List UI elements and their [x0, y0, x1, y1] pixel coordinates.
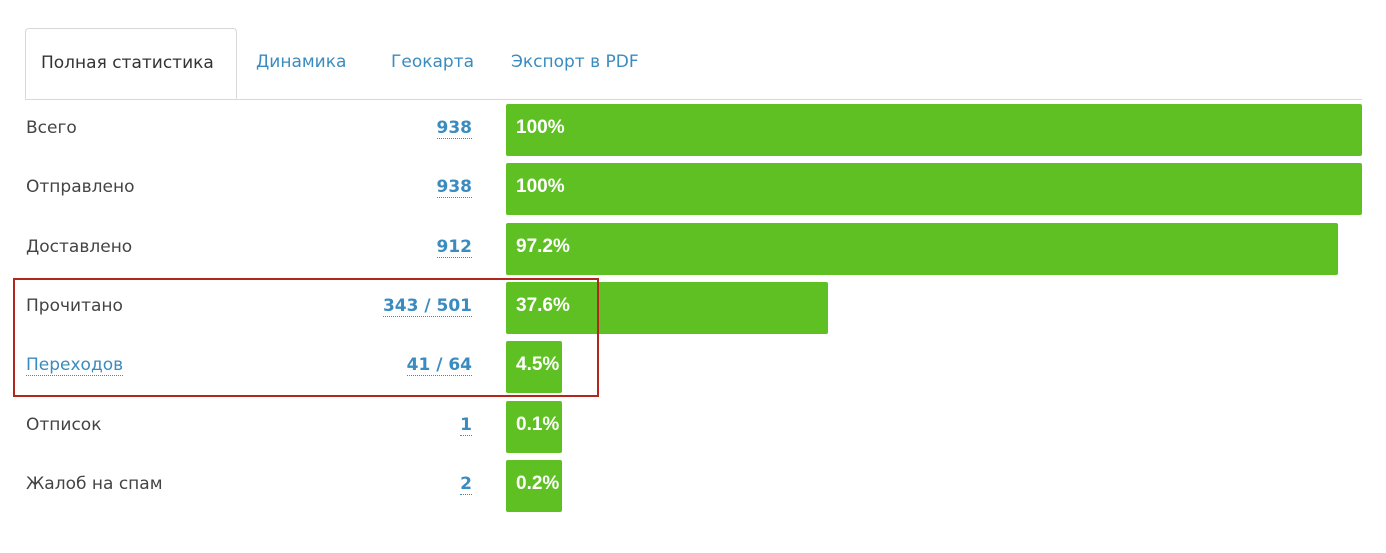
row-label: Доставлено — [26, 236, 133, 257]
row-count[interactable]: 41 / 64 — [406, 355, 472, 377]
row-label: Прочитано — [26, 295, 123, 316]
tab-divider — [25, 99, 1362, 100]
percent-label: 0.1% — [516, 413, 560, 435]
tab[interactable]: Экспорт в PDF — [511, 52, 639, 72]
row-count[interactable]: 2 — [460, 473, 472, 495]
percent-label: 0.2% — [516, 472, 560, 494]
tab[interactable]: Полная статистика — [25, 28, 237, 99]
tab[interactable]: Динамика — [256, 52, 347, 72]
row-count[interactable]: 912 — [436, 236, 472, 258]
percent-bar — [506, 281, 828, 334]
percent-label: 4.5% — [516, 354, 560, 376]
percent-bar — [506, 222, 1339, 275]
row-count[interactable]: 938 — [436, 118, 472, 139]
row-label: Всего — [26, 118, 77, 138]
percent-bar — [506, 163, 1362, 216]
row-label: Отписок — [26, 414, 102, 435]
row-count[interactable]: 1 — [460, 414, 472, 436]
percent-bar — [506, 400, 562, 453]
percent-bar — [506, 341, 562, 394]
tab[interactable]: Геокарта — [391, 52, 475, 72]
percent-label: 100% — [516, 176, 565, 198]
row-label: Жалоб на спам — [26, 473, 163, 494]
highlight-box — [13, 277, 599, 398]
percent-bar — [506, 459, 562, 512]
percent-label: 100% — [516, 117, 565, 138]
percent-label: 37.6% — [516, 294, 570, 316]
percent-label: 97.2% — [516, 235, 570, 257]
row-count[interactable]: 938 — [436, 177, 472, 199]
percent-bar — [506, 104, 1362, 156]
row-label: Отправлено — [26, 177, 135, 198]
row-count[interactable]: 343 / 501 — [382, 295, 472, 317]
row-label[interactable]: Переходов — [26, 355, 124, 377]
